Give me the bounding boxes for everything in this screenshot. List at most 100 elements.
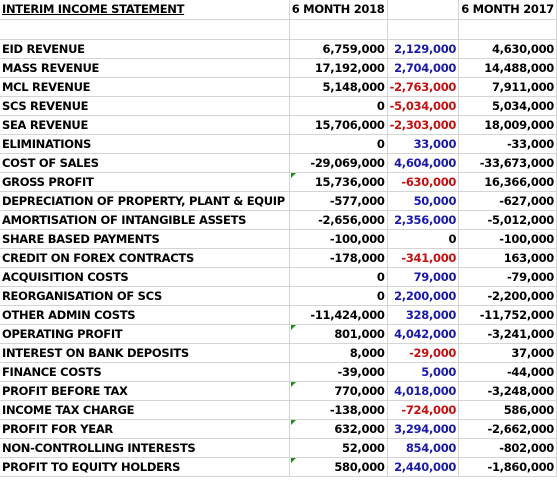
header-cell-2018[interactable]: 6 MONTH 2018 xyxy=(289,0,388,20)
row-label-cell[interactable]: DEPRECIATION OF PROPERTY, PLANT & EQUIP xyxy=(0,191,290,211)
value-2017-cell[interactable]: 4,630,000 xyxy=(458,39,557,59)
difference-cell[interactable]: -2,303,000 xyxy=(387,115,460,135)
difference-cell[interactable]: 2,129,000 xyxy=(387,39,460,59)
value-2017-cell[interactable]: -2,200,000 xyxy=(458,286,557,306)
value-2017-cell[interactable]: -44,000 xyxy=(458,362,557,382)
value-2017-cell[interactable]: 18,009,000 xyxy=(458,115,557,135)
value-2018-cell[interactable]: -2,656,000 xyxy=(289,210,388,230)
row-label-cell[interactable]: REORGANISATION OF SCS xyxy=(0,286,290,306)
value-2018-cell[interactable]: -577,000 xyxy=(289,191,388,211)
value-2017-cell[interactable]: -79,000 xyxy=(458,267,557,287)
value-2017-cell[interactable]: -100,000 xyxy=(458,229,557,249)
value-2017-cell[interactable]: -33,673,000 xyxy=(458,153,557,173)
value-2017-cell[interactable]: 7,911,000 xyxy=(458,77,557,97)
difference-cell[interactable]: -630,000 xyxy=(387,172,460,192)
value-2017-cell[interactable]: -3,248,000 xyxy=(458,381,557,401)
value-2018-cell[interactable]: 0 xyxy=(289,134,388,154)
empty-cell[interactable] xyxy=(387,19,460,40)
value-2017-cell[interactable]: -33,000 xyxy=(458,134,557,154)
value-2017-cell[interactable]: -5,012,000 xyxy=(458,210,557,230)
difference-cell[interactable]: -2,763,000 xyxy=(387,77,460,97)
difference-cell[interactable]: 3,294,000 xyxy=(387,419,460,439)
value-2018-cell[interactable]: -100,000 xyxy=(289,229,388,249)
difference-cell[interactable]: 4,018,000 xyxy=(387,381,460,401)
value-2018-cell[interactable]: 770,000 xyxy=(289,381,388,401)
row-label-cell[interactable]: INTEREST ON BANK DEPOSITS xyxy=(0,343,290,363)
value-2017-cell[interactable]: -3,241,000 xyxy=(458,324,557,344)
difference-cell[interactable]: 854,000 xyxy=(387,438,460,458)
header-cell-2017[interactable]: 6 MONTH 2017 xyxy=(458,0,557,20)
row-label-cell[interactable]: ACQUISITION COSTS xyxy=(0,267,290,287)
value-2017-cell[interactable]: -2,662,000 xyxy=(458,419,557,439)
difference-cell[interactable]: 4,042,000 xyxy=(387,324,460,344)
row-label-cell[interactable]: CREDIT ON FOREX CONTRACTS xyxy=(0,248,290,268)
value-2018-cell[interactable]: 17,192,000 xyxy=(289,58,388,78)
value-2018-cell[interactable]: 632,000 xyxy=(289,419,388,439)
difference-cell[interactable]: 2,200,000 xyxy=(387,286,460,306)
difference-cell[interactable]: -724,000 xyxy=(387,400,460,420)
value-2017-cell[interactable]: -11,752,000 xyxy=(458,305,557,325)
empty-cell[interactable] xyxy=(289,19,388,40)
value-2018-cell[interactable]: -11,424,000 xyxy=(289,305,388,325)
row-label-cell[interactable]: SHARE BASED PAYMENTS xyxy=(0,229,290,249)
row-label-cell[interactable]: MCL REVENUE xyxy=(0,77,290,97)
difference-cell[interactable]: 33,000 xyxy=(387,134,460,154)
difference-cell[interactable]: 4,604,000 xyxy=(387,153,460,173)
value-2017-cell[interactable]: 14,488,000 xyxy=(458,58,557,78)
empty-cell[interactable] xyxy=(458,19,557,40)
difference-cell[interactable]: 328,000 xyxy=(387,305,460,325)
value-2017-cell[interactable]: 16,366,000 xyxy=(458,172,557,192)
row-label-cell[interactable]: PROFIT TO EQUITY HOLDERS xyxy=(0,457,290,477)
row-label-cell[interactable]: ELIMINATIONS xyxy=(0,134,290,154)
value-2018-cell[interactable]: 0 xyxy=(289,286,388,306)
row-label-cell[interactable]: INCOME TAX CHARGE xyxy=(0,400,290,420)
value-2018-cell[interactable]: 0 xyxy=(289,96,388,116)
value-2017-cell[interactable]: 37,000 xyxy=(458,343,557,363)
row-label-cell[interactable]: FINANCE COSTS xyxy=(0,362,290,382)
row-label-cell[interactable]: OTHER ADMIN COSTS xyxy=(0,305,290,325)
value-2018-cell[interactable]: 52,000 xyxy=(289,438,388,458)
row-label-cell[interactable]: GROSS PROFIT xyxy=(0,172,290,192)
row-label-cell[interactable]: MASS REVENUE xyxy=(0,58,290,78)
value-2018-cell[interactable]: 580,000 xyxy=(289,457,388,477)
value-2018-cell[interactable]: 6,759,000 xyxy=(289,39,388,59)
row-label-cell[interactable]: EID REVENUE xyxy=(0,39,290,59)
value-2018-cell[interactable]: -29,069,000 xyxy=(289,153,388,173)
header-cell-diff[interactable] xyxy=(387,0,460,20)
value-2017-cell[interactable]: -627,000 xyxy=(458,191,557,211)
difference-cell[interactable]: -29,000 xyxy=(387,343,460,363)
row-label-cell[interactable]: COST OF SALES xyxy=(0,153,290,173)
difference-cell[interactable]: 2,356,000 xyxy=(387,210,460,230)
value-2018-cell[interactable]: 15,706,000 xyxy=(289,115,388,135)
row-label-cell[interactable]: SEA REVENUE xyxy=(0,115,290,135)
value-2018-cell[interactable]: 8,000 xyxy=(289,343,388,363)
difference-cell[interactable]: 5,000 xyxy=(387,362,460,382)
value-2018-cell[interactable]: -178,000 xyxy=(289,248,388,268)
difference-cell[interactable]: -341,000 xyxy=(387,248,460,268)
difference-cell[interactable]: 50,000 xyxy=(387,191,460,211)
value-2018-cell[interactable]: 0 xyxy=(289,267,388,287)
value-2018-cell[interactable]: 801,000 xyxy=(289,324,388,344)
difference-cell[interactable]: -5,034,000 xyxy=(387,96,460,116)
value-2018-cell[interactable]: -39,000 xyxy=(289,362,388,382)
row-label-cell[interactable]: OPERATING PROFIT xyxy=(0,324,290,344)
value-2018-cell[interactable]: -138,000 xyxy=(289,400,388,420)
row-label-cell[interactable]: PROFIT BEFORE TAX xyxy=(0,381,290,401)
row-label-cell[interactable]: SCS REVENUE xyxy=(0,96,290,116)
difference-cell[interactable]: 2,440,000 xyxy=(387,457,460,477)
value-2017-cell[interactable]: 163,000 xyxy=(458,248,557,268)
row-label-cell[interactable]: AMORTISATION OF INTANGIBLE ASSETS xyxy=(0,210,290,230)
value-2017-cell[interactable]: 5,034,000 xyxy=(458,96,557,116)
difference-cell[interactable]: 79,000 xyxy=(387,267,460,287)
empty-cell[interactable] xyxy=(0,19,290,40)
value-2017-cell[interactable]: -1,860,000 xyxy=(458,457,557,477)
value-2018-cell[interactable]: 5,148,000 xyxy=(289,77,388,97)
row-label-cell[interactable]: PROFIT FOR YEAR xyxy=(0,419,290,439)
value-2017-cell[interactable]: 586,000 xyxy=(458,400,557,420)
value-2018-cell[interactable]: 15,736,000 xyxy=(289,172,388,192)
row-label-cell[interactable]: NON-CONTROLLING INTERESTS xyxy=(0,438,290,458)
header-cell-title[interactable]: INTERIM INCOME STATEMENT xyxy=(0,0,290,20)
value-2017-cell[interactable]: -802,000 xyxy=(458,438,557,458)
difference-cell[interactable]: 0 xyxy=(387,229,460,249)
difference-cell[interactable]: 2,704,000 xyxy=(387,58,460,78)
